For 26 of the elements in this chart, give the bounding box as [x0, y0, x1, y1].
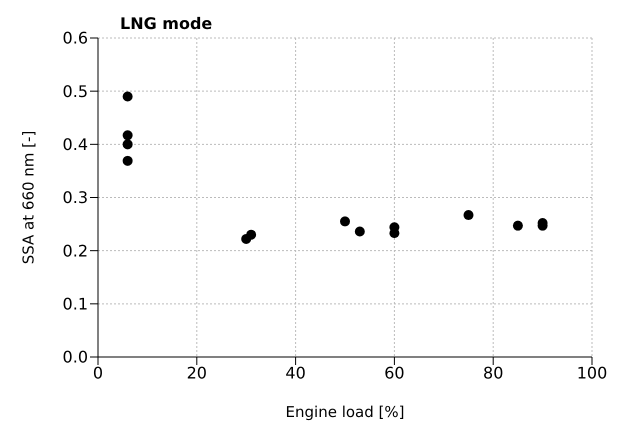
chart-title: LNG mode [120, 14, 212, 33]
point [512, 220, 523, 231]
x-tick-label: 80 [483, 363, 504, 382]
y-tick-label: 0.6 [62, 28, 88, 48]
point [389, 228, 400, 238]
point [122, 91, 133, 102]
y-tick-label: 0.5 [62, 82, 88, 101]
y-tick-label: 0.2 [62, 241, 88, 260]
point [340, 216, 350, 226]
x-tick-label: 40 [285, 363, 306, 382]
y-tick-label: 0.0 [62, 348, 88, 367]
point [246, 230, 256, 240]
x-tick-label: 20 [186, 363, 207, 382]
x-tick-label: 60 [384, 363, 405, 382]
point [122, 139, 133, 150]
point [122, 156, 133, 166]
y-axis-title: SSA at 660 nm [-] [19, 130, 38, 264]
x-tick-label: 0 [92, 363, 104, 382]
x-tick-label: 100 [576, 363, 608, 382]
point [354, 226, 365, 237]
point [464, 210, 474, 220]
point [122, 130, 133, 140]
y-tick-label: 0.1 [62, 294, 88, 314]
y-tick-label: 0.4 [62, 135, 88, 154]
x-axis-title: Engine load [%] [286, 403, 404, 421]
y-tick-label: 0.3 [62, 188, 88, 208]
